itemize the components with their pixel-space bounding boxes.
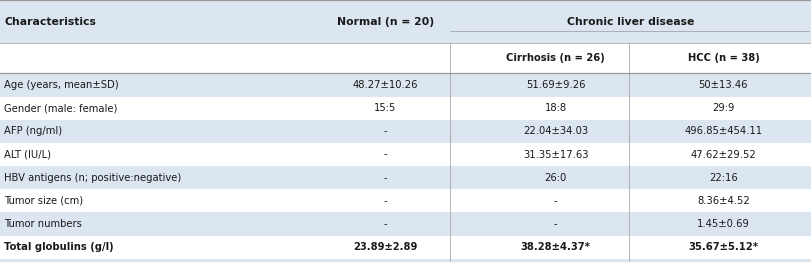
Text: 47.62±29.52: 47.62±29.52 [690, 150, 757, 160]
Bar [0, 120, 811, 143]
Bar [0, 97, 811, 120]
Text: HCC (n = 38): HCC (n = 38) [688, 53, 759, 63]
Text: -: - [384, 196, 387, 206]
Text: -: - [384, 150, 387, 160]
Text: 23.89±2.89: 23.89±2.89 [353, 242, 418, 252]
Bar [0, 189, 811, 212]
Text: Chronic liver disease: Chronic liver disease [567, 17, 694, 27]
Text: Age (years, mean±SD): Age (years, mean±SD) [4, 80, 118, 90]
Bar [0, 236, 811, 259]
Text: 26:0: 26:0 [544, 173, 567, 183]
Text: Characteristics: Characteristics [4, 17, 96, 27]
Text: 51.69±9.26: 51.69±9.26 [526, 80, 586, 90]
Bar [0, 212, 811, 236]
Text: 48.27±10.26: 48.27±10.26 [353, 80, 418, 90]
Bar [0, 73, 811, 97]
Text: Normal (n = 20): Normal (n = 20) [337, 17, 434, 27]
Text: Tumor numbers: Tumor numbers [4, 219, 82, 229]
Text: -: - [384, 173, 387, 183]
Text: HBV antigens (n; positive:negative): HBV antigens (n; positive:negative) [4, 173, 182, 183]
Bar [0, 43, 811, 73]
Bar [0, 143, 811, 166]
Text: 38.28±4.37*: 38.28±4.37* [521, 242, 590, 252]
Text: 50±13.46: 50±13.46 [698, 80, 749, 90]
Text: -: - [384, 219, 387, 229]
Text: 29:9: 29:9 [712, 103, 735, 113]
Text: 22:16: 22:16 [709, 173, 738, 183]
Text: 18:8: 18:8 [544, 103, 567, 113]
Text: Tumor size (cm): Tumor size (cm) [4, 196, 84, 206]
Text: 35.67±5.12*: 35.67±5.12* [689, 242, 758, 252]
Text: 496.85±454.11: 496.85±454.11 [684, 126, 762, 136]
Text: Total globulins (g/l): Total globulins (g/l) [4, 242, 114, 252]
Text: -: - [554, 219, 557, 229]
Text: Cirrhosis (n = 26): Cirrhosis (n = 26) [506, 53, 605, 63]
Bar [0, 259, 811, 262]
Bar [0, 166, 811, 189]
Text: 22.04±34.03: 22.04±34.03 [523, 126, 588, 136]
Text: 1.45±0.69: 1.45±0.69 [697, 219, 750, 229]
Text: 15:5: 15:5 [374, 103, 397, 113]
Text: -: - [384, 126, 387, 136]
Text: Gender (male: female): Gender (male: female) [4, 103, 118, 113]
Text: 8.36±4.52: 8.36±4.52 [697, 196, 750, 206]
Text: 31.35±17.63: 31.35±17.63 [523, 150, 588, 160]
Text: AFP (ng/ml): AFP (ng/ml) [4, 126, 62, 136]
Bar [0, 0, 811, 43]
Text: ALT (IU/L): ALT (IU/L) [4, 150, 51, 160]
Text: -: - [554, 196, 557, 206]
